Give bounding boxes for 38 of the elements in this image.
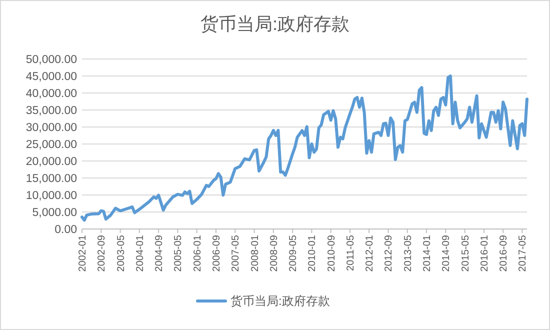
y-tick-label: 30,000.00 [26,122,77,134]
y-tick-label: 0.00 [54,224,77,236]
legend-label: 货币当局:政府存款 [230,294,330,308]
y-tick-label: 25,000.00 [26,139,77,151]
x-tick-label: 2013-05 [402,234,414,272]
x-tick-label: 2006-01 [192,234,204,272]
y-tick-label: 50,000.00 [26,54,77,66]
x-tick-label: 2009-05 [288,234,300,272]
x-tick-label: 2016-09 [498,234,510,272]
x-tick-label: 2008-09 [268,234,280,272]
y-tick-label: 35,000.00 [26,105,77,117]
x-tick-label: 2012-09 [384,234,395,272]
x-tick-label: 2002-09 [96,234,108,272]
x-tick-label: 2004-01 [134,234,146,272]
x-tick-label: 2010-01 [307,234,318,272]
x-tick-label: 2004-09 [154,234,166,272]
x-tick-label: 2008-01 [250,234,261,272]
x-tick-label: 2006-09 [211,234,222,272]
y-tick-label: 45,000.00 [26,71,77,83]
x-tick-label: 2017-05 [518,234,529,272]
x-tick-label: 2012-01 [364,234,376,272]
x-tick-label: 2005-05 [173,234,184,272]
line-series [80,74,528,222]
x-tick-label: 2010-09 [326,234,338,272]
y-tick-label: 40,000.00 [26,88,77,100]
x-tick-label: 2011-05 [345,234,356,271]
x-tick-label: 2007-05 [230,234,242,272]
x-tick-label: 2015-05 [460,234,472,272]
y-tick-label: 15,000.00 [26,173,77,185]
x-tick-label: 2014-01 [422,234,434,272]
x-tick-label: 2002-01 [78,234,88,272]
y-tick-label: 20,000.00 [26,156,77,168]
y-tick-label: 5,000.00 [32,207,77,219]
x-tick-label: 2003-05 [116,234,127,272]
x-tick-label: 2014-09 [441,234,452,272]
chart-title: 货币当局:政府存款 [200,14,350,34]
x-tick-label: 2016-01 [479,234,490,272]
y-tick-label: 10,000.00 [26,190,77,202]
